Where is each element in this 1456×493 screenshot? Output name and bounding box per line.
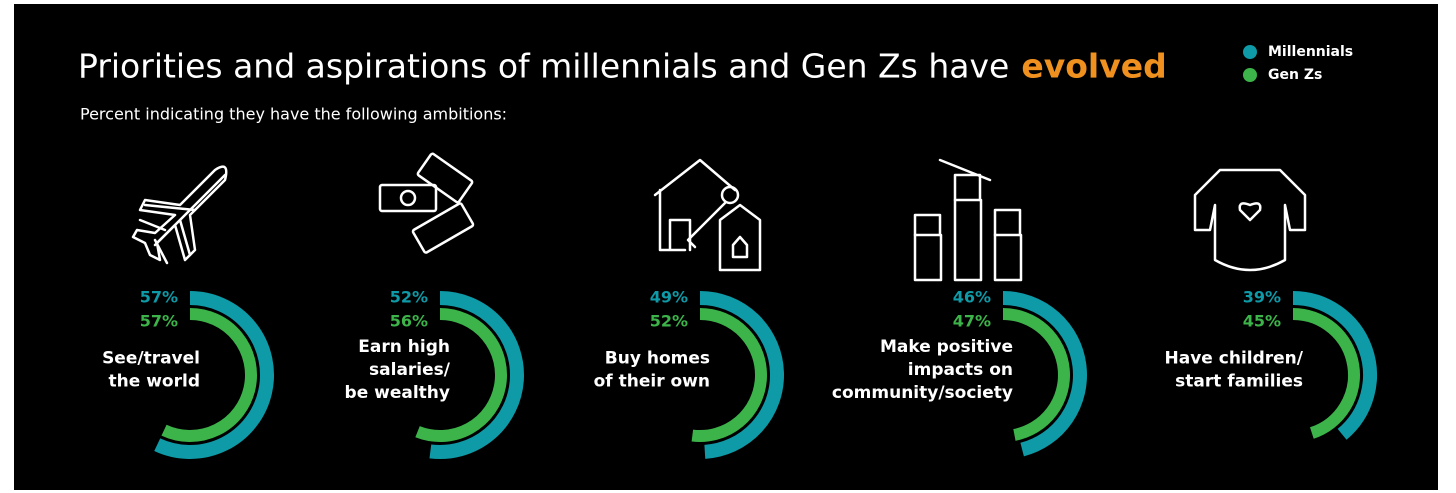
value-label: 52% bbox=[650, 312, 688, 331]
category-label: Buy homes of their own bbox=[594, 349, 710, 392]
category-label: Make positive impacts on community/society bbox=[832, 337, 1013, 403]
arc bbox=[1002, 291, 1087, 457]
title-highlight: evolved bbox=[1021, 47, 1166, 86]
value-label: 49% bbox=[650, 288, 688, 307]
arc bbox=[161, 308, 257, 442]
arc bbox=[1292, 308, 1360, 439]
value-label: 39% bbox=[1243, 288, 1281, 307]
value-label: 46% bbox=[953, 288, 991, 307]
arc bbox=[415, 308, 507, 442]
arc bbox=[429, 291, 524, 459]
arc bbox=[154, 291, 274, 459]
category-label: Earn high salaries/be wealthy bbox=[345, 337, 451, 403]
legend-label: Gen Zs bbox=[1268, 67, 1322, 83]
value-label: 57% bbox=[140, 312, 178, 331]
category-label: Have children/start families bbox=[1165, 349, 1304, 392]
value-label: 57% bbox=[140, 288, 178, 307]
value-label: 47% bbox=[953, 312, 991, 331]
arc bbox=[699, 291, 784, 459]
arc bbox=[1292, 291, 1377, 440]
legend-label: Millennials bbox=[1268, 44, 1353, 60]
value-label: 45% bbox=[1243, 312, 1281, 331]
legend-swatch bbox=[1243, 68, 1257, 82]
value-label: 56% bbox=[390, 312, 428, 331]
arc bbox=[1002, 308, 1070, 441]
category-label: See/travel the world bbox=[102, 349, 200, 392]
legend-swatch bbox=[1243, 45, 1257, 59]
icons bbox=[131, 152, 1307, 282]
arc bbox=[691, 308, 767, 442]
value-label: 52% bbox=[390, 288, 428, 307]
title: Priorities and aspirations of millennial… bbox=[78, 47, 1009, 86]
subtitle: Percent indicating they have the followi… bbox=[80, 105, 507, 124]
